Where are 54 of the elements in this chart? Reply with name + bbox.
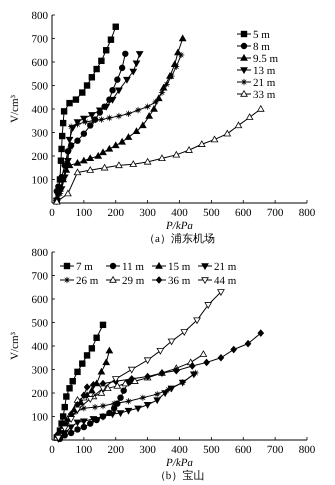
legend-label: 44 m bbox=[214, 275, 237, 287]
x-tick-label: 700 bbox=[266, 207, 284, 219]
y-tick-label: 100 bbox=[32, 412, 48, 424]
y-tick-label: 700 bbox=[32, 270, 48, 282]
legend-label: 8 m bbox=[253, 41, 270, 53]
x-tick-label: 300 bbox=[139, 207, 156, 219]
y-tick-label: 100 bbox=[32, 174, 48, 186]
legend-label: 26 m bbox=[76, 275, 99, 287]
text: （a）浦东机场 bbox=[144, 232, 215, 245]
x-tick-label: 100 bbox=[76, 207, 93, 219]
legend-label: 15 m bbox=[168, 261, 191, 273]
text: （b）宝山 bbox=[154, 469, 204, 482]
y-axis-title: V/cm³ bbox=[9, 331, 21, 360]
y-tick-label: 200 bbox=[32, 151, 48, 163]
x-axis-title: P/kPa bbox=[165, 220, 194, 232]
y-tick-label: 500 bbox=[32, 80, 48, 92]
x-tick-label: 600 bbox=[235, 444, 252, 456]
legend-label: 33 m bbox=[253, 89, 276, 101]
y-tick-label: 400 bbox=[32, 104, 48, 116]
legend-label: 36 m bbox=[168, 275, 191, 287]
x-tick-label: 400 bbox=[171, 444, 188, 456]
x-tick-label: 700 bbox=[266, 444, 284, 456]
x-tick-label: 600 bbox=[235, 207, 252, 219]
y-tick-label: 200 bbox=[32, 388, 48, 400]
legend-label: 21 m bbox=[253, 77, 276, 89]
x-tick-label: 500 bbox=[203, 444, 220, 456]
y-tick-label: 800 bbox=[32, 10, 48, 22]
y-tick-label: 300 bbox=[32, 128, 48, 140]
legend-label: 9.5 m bbox=[253, 53, 278, 65]
y-tick-label: 600 bbox=[32, 57, 48, 69]
x-axis-title: P/kPa bbox=[165, 457, 194, 469]
y-tick-label: 300 bbox=[32, 364, 48, 376]
legend-label: 29 m bbox=[122, 275, 145, 287]
x-tick-label: 400 bbox=[171, 207, 188, 219]
x-tick-label: 0 bbox=[49, 207, 56, 219]
y-tick-label: 700 bbox=[32, 34, 48, 46]
x-tick-label: 500 bbox=[203, 207, 220, 219]
legend-label: 21 m bbox=[214, 261, 237, 273]
y-tick-label: 500 bbox=[32, 318, 48, 330]
y-axis-title: V/cm³ bbox=[9, 94, 21, 123]
x-tick-label: 300 bbox=[139, 444, 156, 456]
x-tick-label: 800 bbox=[298, 207, 316, 219]
x-tick-label: 200 bbox=[108, 207, 124, 219]
x-tick-label: 800 bbox=[298, 444, 316, 456]
legend-label: 5 m bbox=[253, 29, 270, 41]
x-tick-label: 100 bbox=[76, 444, 93, 456]
x-tick-label: 0 bbox=[49, 444, 56, 456]
y-tick-label: 600 bbox=[32, 294, 48, 306]
legend-label: 13 m bbox=[253, 65, 276, 77]
y-tick-label: 800 bbox=[32, 247, 48, 259]
legend-label: 7 m bbox=[76, 261, 94, 273]
legend-label: 11 m bbox=[122, 261, 144, 273]
y-tick-label: 400 bbox=[32, 341, 48, 353]
x-tick-label: 200 bbox=[108, 444, 124, 456]
